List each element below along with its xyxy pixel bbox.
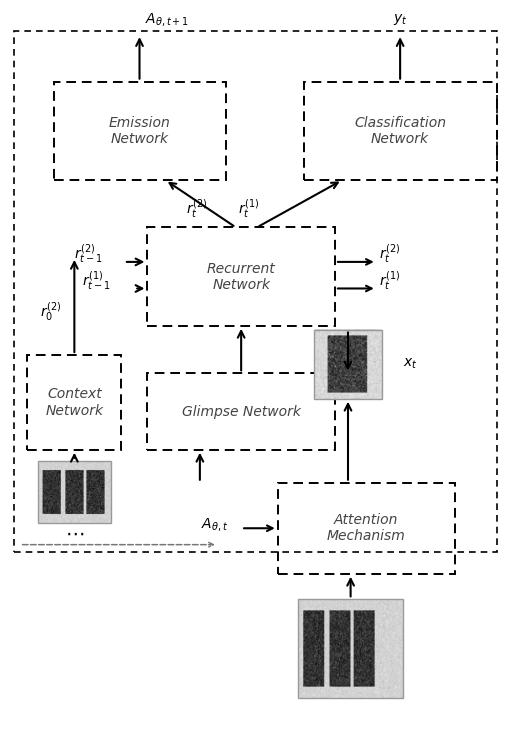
Bar <box>147 373 335 450</box>
Text: $A_{\theta,t+1}$: $A_{\theta,t+1}$ <box>145 11 189 28</box>
Text: $x_t$: $x_t$ <box>403 357 418 371</box>
Text: $r_t^{(2)}$: $r_t^{(2)}$ <box>379 243 401 265</box>
Bar <box>15 31 497 552</box>
Text: $y_t$: $y_t$ <box>393 12 408 27</box>
Text: Context
Network: Context Network <box>46 387 103 417</box>
Text: $r_t^{(1)}$: $r_t^{(1)}$ <box>238 198 260 220</box>
Text: Emission
Network: Emission Network <box>108 116 170 146</box>
Text: $A_{\theta,t}$: $A_{\theta,t}$ <box>201 516 228 533</box>
Text: Attention
Mechanism: Attention Mechanism <box>327 513 406 543</box>
Text: Glimpse Network: Glimpse Network <box>182 405 301 419</box>
Bar <box>278 482 455 574</box>
Text: Classification
Network: Classification Network <box>354 116 446 146</box>
Text: $r_{t-1}^{(1)}$: $r_{t-1}^{(1)}$ <box>82 269 111 292</box>
Bar <box>314 329 382 399</box>
Text: Recurrent
Network: Recurrent Network <box>207 261 276 292</box>
Bar <box>299 600 403 698</box>
Bar <box>304 81 497 180</box>
Text: $r_0^{(2)}$: $r_0^{(2)}$ <box>40 300 62 323</box>
Bar <box>53 81 225 180</box>
Text: $\cdots$: $\cdots$ <box>65 524 84 543</box>
Bar <box>38 461 111 523</box>
Text: $r_t^{(2)}$: $r_t^{(2)}$ <box>186 198 208 220</box>
Bar <box>147 228 335 326</box>
Bar <box>27 355 121 450</box>
Text: $r_t^{(1)}$: $r_t^{(1)}$ <box>379 269 401 292</box>
Text: $r_{t-1}^{(2)}$: $r_{t-1}^{(2)}$ <box>74 243 103 265</box>
